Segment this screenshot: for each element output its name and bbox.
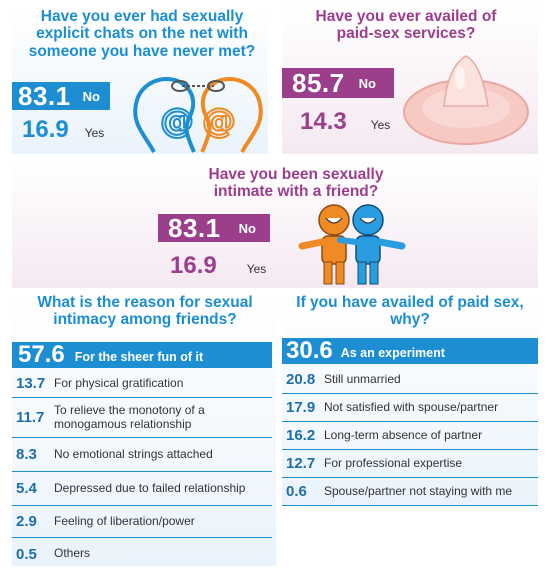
reason-label: Not satisfied with spouse/partner <box>324 399 499 414</box>
chats-question: Have you ever had sexually explicit chat… <box>28 8 256 60</box>
reason-label: Still unmarried <box>324 371 401 386</box>
reason-value: 13.7 <box>16 375 46 392</box>
chats-yes: 16.9 Yes <box>22 116 104 144</box>
reason-label: Depressed due to failed relationship <box>54 480 246 495</box>
friend-no-badge: 83.1 No <box>158 212 270 243</box>
friends-top-reason: 57.6 For the sheer fun of it <box>12 342 272 368</box>
reason-label: Feeling of liberation/power <box>54 513 195 528</box>
list-item: 17.9 Not satisfied with spouse/partner <box>282 394 538 422</box>
paid-panel: Have you ever availed of paid-sex servic… <box>282 4 538 154</box>
list-item: 8.3 No emotional strings attached <box>12 438 272 472</box>
paid-reasons-panel: If you have availed of paid sex, why? 30… <box>282 292 538 506</box>
paid-no-label: No <box>358 75 376 91</box>
list-item: 0.5 Others <box>12 538 272 570</box>
chat-faces-icon: @ @ <box>133 77 263 153</box>
svg-text:@: @ <box>202 101 236 141</box>
friend-yes-value: 16.9 <box>170 252 217 279</box>
reason-value: 17.9 <box>286 399 316 416</box>
paid-yes: 14.3 Yes <box>300 108 390 136</box>
chats-no-value: 83.1 <box>18 80 71 111</box>
friends-top-value: 57.6 <box>18 341 65 368</box>
reason-label: To relieve the monotony of a monogamous … <box>54 402 205 431</box>
paid-top-reason: 30.6 As an experiment <box>282 338 538 364</box>
reason-label: No emotional strings attached <box>54 446 213 461</box>
friend-no-value: 83.1 <box>168 212 221 243</box>
paid-yes-label: Yes <box>370 118 391 132</box>
friend-yes-label: Yes <box>246 262 267 276</box>
reason-label: For physical gratification <box>54 375 184 390</box>
friend-question: Have you been sexually intimate with a f… <box>208 166 384 201</box>
chats-no-label: No <box>82 88 100 104</box>
reason-value: 16.2 <box>286 427 316 444</box>
friends-reasons-panel: What is the reason for sexual intimacy a… <box>12 292 276 566</box>
list-item: 12.7 For professional expertise <box>282 450 538 478</box>
list-item: 2.9 Feeling of liberation/power <box>12 506 272 538</box>
paid-no-badge: 85.7 No <box>282 68 394 98</box>
reason-value: 2.9 <box>16 513 37 530</box>
reason-value: 12.7 <box>286 455 316 472</box>
friends-reasons-title: What is the reason for sexual intimacy a… <box>37 294 253 329</box>
friend-no-label: No <box>238 220 256 236</box>
two-friends-icon <box>298 204 406 285</box>
paid-yes-value: 14.3 <box>300 108 347 135</box>
friends-top-label: For the sheer fun of it <box>74 350 204 364</box>
list-item: 20.8 Still unmarried <box>282 366 538 394</box>
reason-label: Others <box>54 546 91 561</box>
condom-icon <box>403 55 529 145</box>
list-item: 13.7 For physical gratification <box>12 370 272 398</box>
reason-value: 8.3 <box>16 446 37 463</box>
chats-panel: Have you ever had sexually explicit chat… <box>12 4 268 154</box>
list-item: 16.2 Long-term absence of partner <box>282 422 538 450</box>
list-item: 11.7 To relieve the monotony of a monoga… <box>12 398 272 438</box>
paid-reasons-list: 20.8 Still unmarried 17.9 Not satisfied … <box>282 366 538 506</box>
paid-reasons-title: If you have availed of paid sex, why? <box>296 294 524 329</box>
paid-top-label: As an experiment <box>340 346 445 360</box>
chats-yes-label: Yes <box>84 126 105 140</box>
reason-value: 0.5 <box>16 545 37 563</box>
reason-label: Long-term absence of partner <box>324 427 483 442</box>
reason-value: 11.7 <box>16 409 45 426</box>
chats-yes-value: 16.9 <box>22 116 69 143</box>
reason-value: 5.4 <box>16 480 37 497</box>
chats-no-badge: 83.1 No <box>12 80 110 111</box>
friends-reasons-list: 13.7 For physical gratification 11.7 To … <box>12 370 272 566</box>
paid-top-value: 30.6 <box>286 337 333 364</box>
friend-yes: 16.9 Yes <box>170 252 266 280</box>
paid-question: Have you ever availed of paid-sex servic… <box>315 8 497 43</box>
list-item: 5.4 Depressed due to failed relationship <box>12 472 272 506</box>
reason-label: Spouse/partner not staying with me <box>324 483 513 498</box>
reason-value: 20.8 <box>286 371 316 388</box>
svg-text:@: @ <box>160 101 194 141</box>
list-item: 0.6 Spouse/partner not staying with me <box>282 478 538 506</box>
friend-panel: Have you been sexually intimate with a f… <box>12 160 538 288</box>
reason-label: For professional expertise <box>324 455 463 470</box>
paid-no-value: 85.7 <box>292 67 345 98</box>
reason-value: 0.6 <box>286 483 307 500</box>
